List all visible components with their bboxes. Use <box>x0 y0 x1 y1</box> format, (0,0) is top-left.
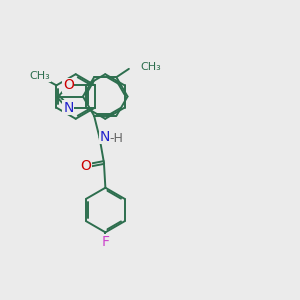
Text: CH₃: CH₃ <box>140 62 161 72</box>
Text: O: O <box>63 78 74 92</box>
Text: N: N <box>63 100 74 115</box>
Text: -H: -H <box>110 132 124 145</box>
Text: O: O <box>80 159 91 173</box>
Text: N: N <box>100 130 110 144</box>
Text: F: F <box>101 235 110 249</box>
Text: CH₃: CH₃ <box>30 71 50 81</box>
